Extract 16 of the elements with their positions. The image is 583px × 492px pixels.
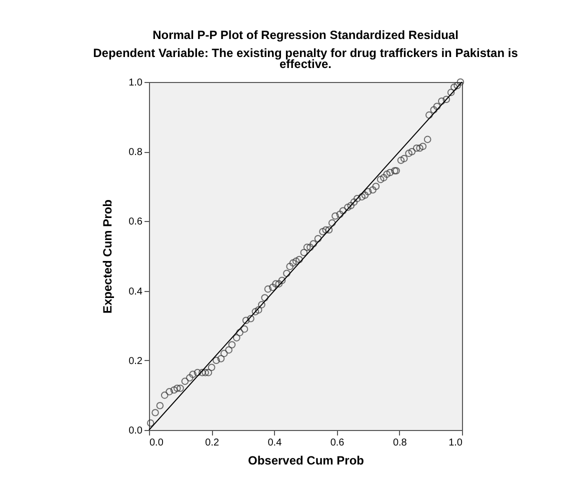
y-axis-title: Expected Cum Prob (100, 199, 115, 314)
x-tick-label: 0.8 (392, 438, 408, 448)
y-tick-label: 0.4 (128, 286, 143, 298)
y-tick-label: 0.0 (128, 426, 143, 436)
x-tick-label: 1.0 (448, 438, 463, 448)
chart-title: Normal P-P Plot of Regression Standardized Residual (152, 28, 458, 42)
y-tick-label: 0.6 (128, 216, 143, 228)
x-tick-label: 0.4 (268, 438, 282, 448)
x-tick-label: 0.0 (150, 438, 164, 448)
y-tick-label: 0.2 (128, 356, 143, 367)
x-tick-label: 0.6 (330, 438, 345, 448)
x-axis-title: Observed Cum Prob (248, 454, 364, 468)
chart-subtitle: Dependent Variable: The existing penalty for drug traffickers in Pakistan is effective. (93, 46, 518, 71)
y-tick-label: 0.8 (128, 147, 143, 158)
x-tick-label: 0.2 (205, 438, 220, 448)
y-tick-label: 1.0 (128, 78, 143, 88)
